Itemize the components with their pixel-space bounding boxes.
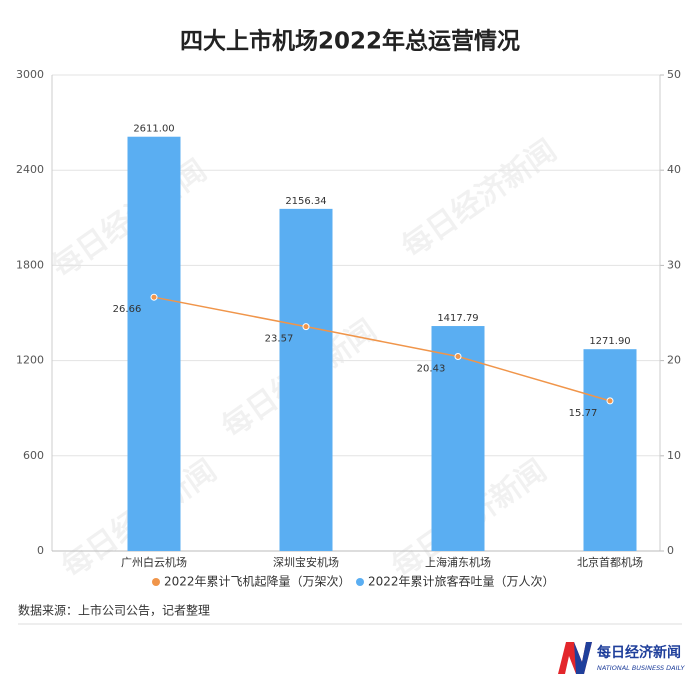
bar-value-label: 1271.90: [589, 336, 630, 347]
legend-label: 2022年累计飞机起降量（万架次）: [164, 575, 351, 589]
x-tick-label: 深圳宝安机场: [273, 555, 339, 569]
y2-tick-label: 30: [667, 258, 681, 271]
line: [153, 296, 611, 402]
y2-tick-label: 50: [667, 68, 681, 81]
bar: [279, 208, 333, 551]
bar-value-label: 2611.00: [133, 124, 174, 135]
bar: [127, 136, 181, 552]
bar-value-label: 2156.34: [285, 196, 326, 207]
logo-name: 每日经济新闻: [597, 644, 681, 661]
line-point: [150, 293, 158, 301]
y2-tick-label: 10: [667, 449, 681, 462]
y2-tick-label: 20: [667, 354, 681, 367]
logo-icon: [556, 640, 592, 676]
legend-swatch: [152, 578, 160, 586]
line-value-label: 20.43: [417, 364, 446, 375]
y-tick-label: 0: [37, 544, 44, 557]
line-value-label: 23.57: [265, 334, 294, 345]
line-point: [454, 353, 462, 361]
legend-swatch: [356, 578, 364, 586]
line-value-label: 15.77: [569, 408, 598, 419]
bar: [431, 326, 485, 551]
bar-value-label: 1417.79: [437, 313, 478, 324]
y-tick-label: 1800: [16, 258, 44, 271]
y-tick-label: 3000: [16, 68, 44, 81]
x-tick-label: 上海浦东机场: [425, 555, 491, 569]
source: 数据来源：上市公司公告，记者整理: [18, 603, 210, 618]
logo-subtitle: NATIONAL BUSINESS DAILY: [597, 664, 686, 672]
x-tick-label: 广州白云机场: [121, 555, 187, 569]
y-tick-label: 1200: [16, 354, 44, 367]
watermark: 每日经济新闻: [396, 133, 564, 265]
x-tick-label: 北京首都机场: [577, 555, 643, 569]
y-tick-label: 2400: [16, 163, 44, 176]
y2-tick-label: 0: [667, 544, 674, 557]
line-point: [302, 323, 310, 331]
chart-title: 四大上市机场2022年总运营情况: [180, 28, 520, 55]
line-value-label: 26.66: [113, 304, 142, 315]
bar: [583, 349, 637, 551]
y-tick-label: 600: [23, 449, 44, 462]
y2-tick-label: 40: [667, 163, 681, 176]
line-point: [606, 397, 614, 405]
legend-label: 2022年累计旅客吞吐量（万人次）: [368, 574, 555, 589]
